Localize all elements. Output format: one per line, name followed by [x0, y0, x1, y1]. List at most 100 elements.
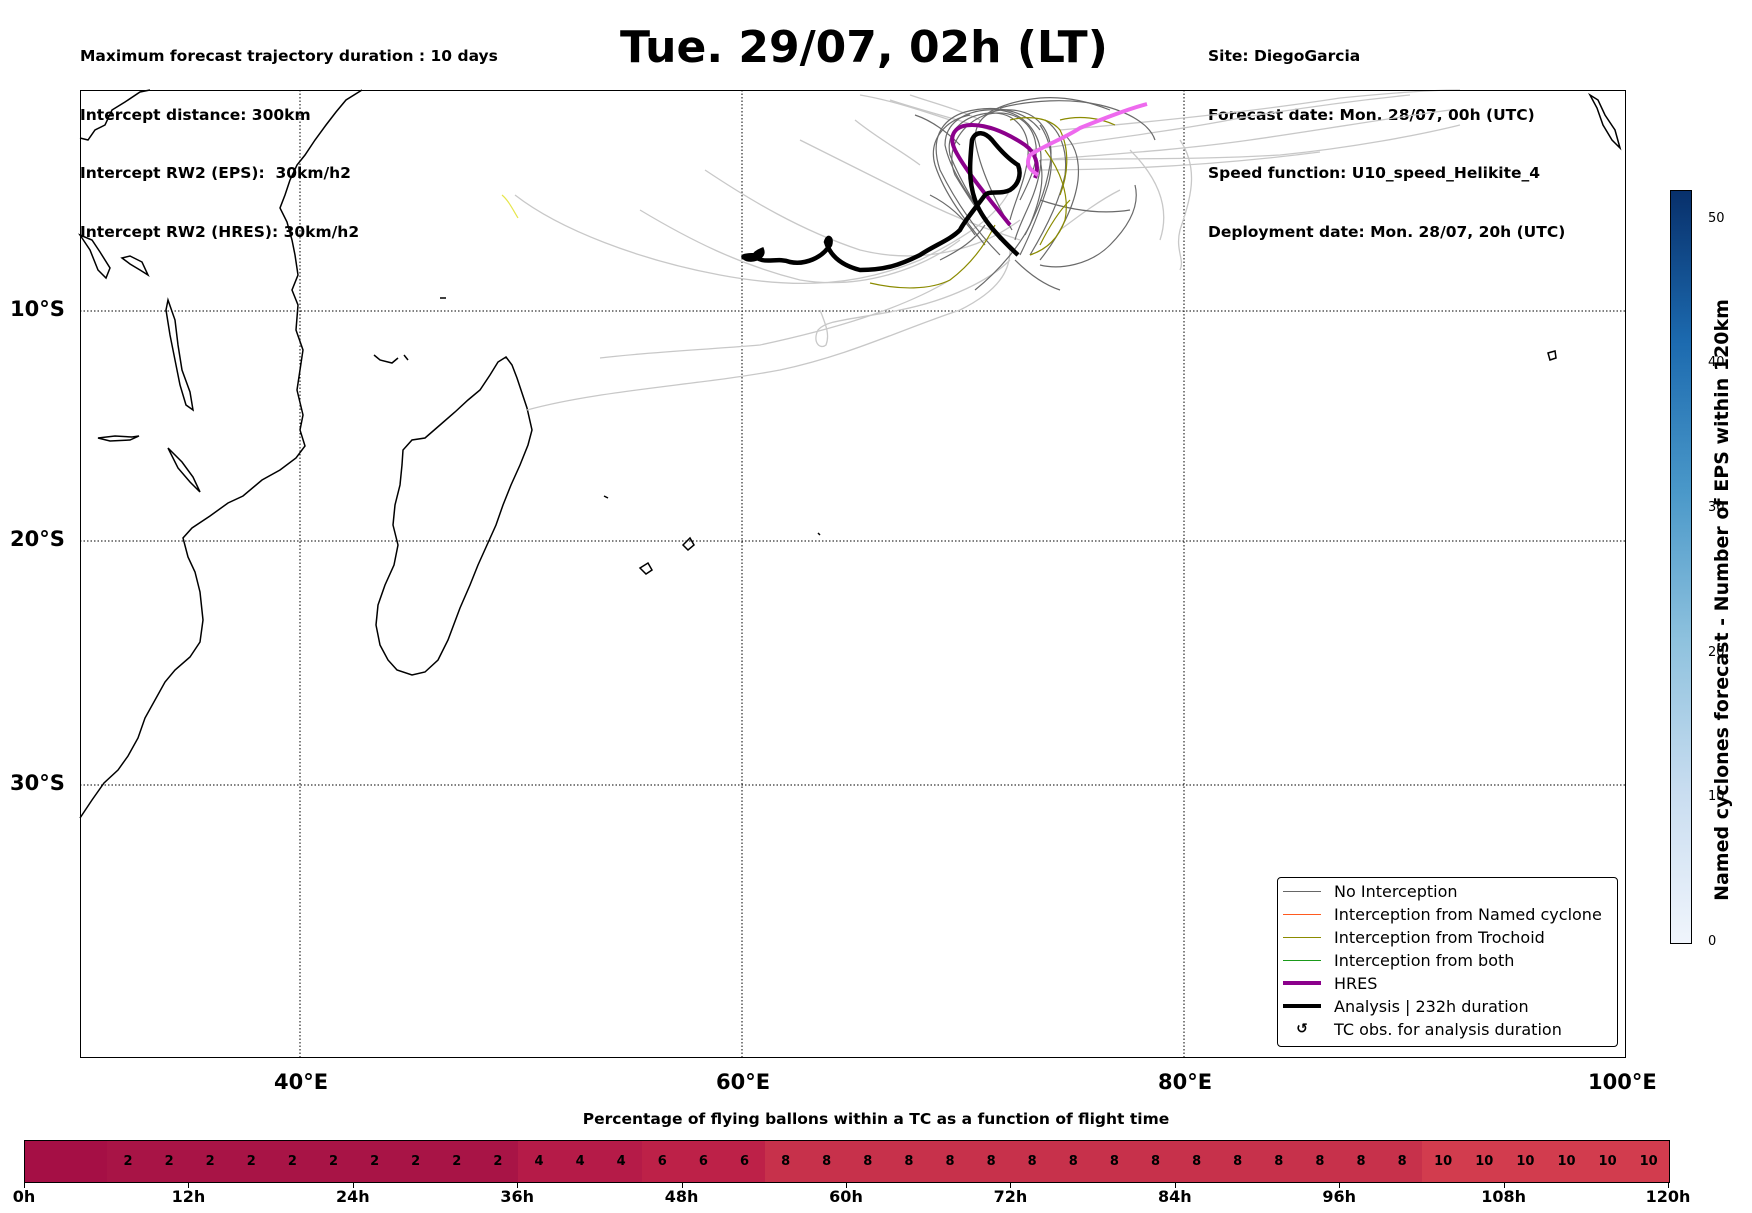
- legend-item: Interception from both: [1278, 949, 1514, 971]
- timeline-label: 48h: [664, 1187, 699, 1206]
- map-legend: No Interception Interception from Named …: [1277, 877, 1618, 1047]
- timeline-label: 24h: [335, 1187, 370, 1206]
- timeline-cell: 6: [682, 1141, 725, 1182]
- timeline-label: 72h: [993, 1187, 1028, 1206]
- legend-label: HRES: [1334, 973, 1378, 993]
- timeline-cell: 4: [559, 1141, 601, 1182]
- timeline-tick: [188, 1182, 190, 1188]
- timeline-cell: 8: [1381, 1141, 1423, 1182]
- page-title: Tue. 29/07, 02h (LT): [620, 22, 1108, 73]
- timeline-label: 108h: [1481, 1187, 1526, 1206]
- timeline-cell: 10: [1463, 1141, 1506, 1182]
- timeline-cell: 8: [1134, 1141, 1177, 1182]
- timeline-tick: [846, 1182, 847, 1188]
- timeline-label: 12h: [171, 1187, 206, 1206]
- timeline-cell: 8: [1340, 1141, 1382, 1182]
- timeline-cell: 8: [1216, 1141, 1259, 1182]
- legend-swatch: [1283, 913, 1321, 915]
- timeline-label: 84h: [1157, 1187, 1192, 1206]
- timeline-label: 120h: [1645, 1187, 1691, 1206]
- timeline-cell: 6: [641, 1141, 684, 1182]
- timeline-cell: 8: [929, 1141, 971, 1182]
- timeline-cell: 2: [271, 1141, 314, 1182]
- timeline-cell: 8: [1299, 1141, 1341, 1182]
- timeline-cell: [25, 1141, 67, 1182]
- legend-item: Interception from Trochoid: [1278, 926, 1545, 948]
- timeline-cell: 2: [394, 1141, 437, 1182]
- lat-label: 20°S: [10, 527, 65, 551]
- timeline-cell: 10: [1422, 1141, 1464, 1182]
- legend-label: Interception from Named cyclone: [1334, 904, 1602, 924]
- timeline-tick: [1174, 1182, 1176, 1188]
- timeline-cell: 6: [723, 1141, 766, 1182]
- timeline-title: Percentage of flying ballons within a TC…: [582, 1110, 1170, 1128]
- timeline-cell: 10: [1586, 1141, 1629, 1182]
- timeline-tick: [1668, 1182, 1669, 1188]
- timeline-cell: [66, 1141, 108, 1182]
- lat-label: 10°S: [10, 297, 65, 321]
- legend-swatch: [1283, 890, 1321, 892]
- legend-swatch: [1283, 1004, 1321, 1008]
- timeline-cell: 8: [1258, 1141, 1300, 1182]
- header-line: Intercept RW2 (EPS): 30km/h2: [80, 164, 351, 182]
- timeline-label: 96h: [1322, 1187, 1357, 1206]
- header-line: Maximum forecast trajectory duration : 1…: [80, 47, 498, 65]
- timeline-cell: 2: [230, 1141, 273, 1182]
- timeline-cell: 4: [600, 1141, 642, 1182]
- colorbar-tick: 20: [1708, 645, 1725, 660]
- colorbar-title: Named cyclones forecast - Number of EPS …: [1711, 299, 1733, 901]
- legend-item: No Interception: [1278, 880, 1458, 902]
- timeline-cell: 8: [1175, 1141, 1218, 1182]
- timeline-cell: 8: [764, 1141, 807, 1182]
- header-line: Site: DiegoGarcia: [1208, 47, 1361, 65]
- colorbar-tick: 30: [1708, 500, 1725, 515]
- timeline-tick: [681, 1182, 683, 1188]
- header-line: Intercept RW2 (HRES): 30km/h2: [80, 222, 360, 241]
- timeline-tick: [517, 1182, 519, 1188]
- legend-swatch: [1283, 959, 1321, 961]
- colorbar: [1670, 190, 1692, 944]
- legend-swatch: [1283, 936, 1321, 938]
- timeline-cell: 2: [477, 1141, 519, 1182]
- timeline-label: 36h: [500, 1187, 535, 1206]
- timeline-cell: 4: [518, 1141, 560, 1182]
- timeline-cell: 2: [107, 1141, 149, 1182]
- legend-label: Interception from both: [1334, 950, 1515, 970]
- colorbar-tick: 40: [1708, 355, 1725, 370]
- legend-item: Analysis | 232h duration: [1278, 995, 1529, 1017]
- timeline-cell: 10: [1545, 1141, 1588, 1182]
- timeline-cell: 8: [1052, 1141, 1095, 1182]
- trochoid-trajectories: [869, 116, 1116, 289]
- timeline-cell: 8: [805, 1141, 848, 1182]
- timeline-cell: 8: [847, 1141, 889, 1182]
- header-info-right: Site: DiegoGarcia Forecast date: Mon. 28…: [1208, 8, 1565, 262]
- legend-item: ↺ TC obs. for analysis duration: [1278, 1018, 1562, 1040]
- legend-label: Interception from Trochoid: [1334, 927, 1545, 947]
- timeline-cell: 10: [1627, 1141, 1670, 1182]
- map-frame: [80, 90, 1626, 1058]
- timeline-label: 60h: [829, 1187, 863, 1206]
- legend-item: Interception from Named cyclone: [1278, 903, 1602, 925]
- timeline-bar: 2 2 2 2 2 2 2 2 2 2 4 4 4 6 6 6 8 8 8 8 8 8 8 8 8 8 8 8 8 8 8 8 10 10 10 10…: [24, 1140, 1670, 1183]
- hres-trajectory: [950, 122, 1039, 227]
- legend-item: HRES: [1278, 972, 1377, 994]
- madagascar-coastline: [375, 355, 533, 676]
- timeline-tick: [1339, 1182, 1341, 1188]
- timeline-cell: 8: [1093, 1141, 1136, 1182]
- timeline-cell: 2: [353, 1141, 396, 1182]
- timeline-tick: [24, 1182, 25, 1188]
- rotation-icon: ↺: [1296, 1021, 1308, 1037]
- timeline-tick: [352, 1182, 354, 1188]
- timeline-cell: 8: [1011, 1141, 1053, 1182]
- colorbar-tick: 0: [1708, 934, 1717, 949]
- header-info-left: Maximum forecast trajectory duration : 1…: [80, 8, 498, 262]
- legend-swatch: [1283, 981, 1321, 985]
- legend-label: TC obs. for analysis duration: [1334, 1019, 1562, 1039]
- timeline-cell: 10: [1504, 1141, 1547, 1182]
- timeline-tick: [1010, 1182, 1012, 1188]
- hres-trajectory-start: [1026, 102, 1148, 177]
- timeline-cell: 8: [888, 1141, 930, 1182]
- legend-label: No Interception: [1334, 881, 1458, 901]
- lon-label: 60°E: [716, 1070, 771, 1094]
